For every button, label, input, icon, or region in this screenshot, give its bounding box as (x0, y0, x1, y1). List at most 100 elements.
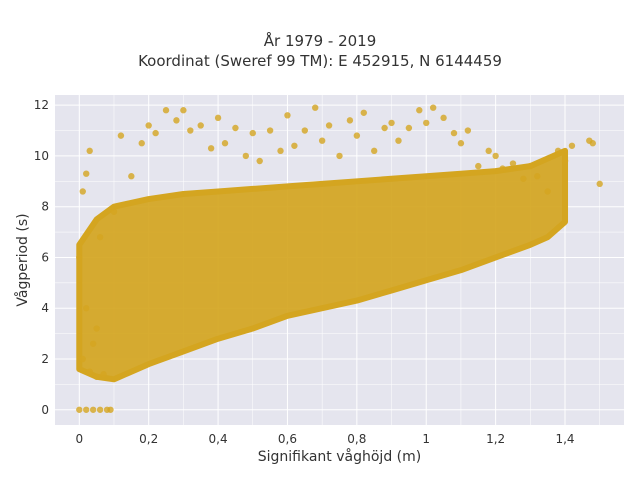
point-cloud (76, 147, 569, 383)
scatter-point (405, 124, 413, 132)
scatter-point (596, 180, 603, 188)
scatter-point (180, 107, 187, 114)
scatter-point (318, 137, 326, 144)
y-axis-ticks: 0 2 4 6 8 10 12 (34, 98, 49, 417)
scatter-point (76, 406, 83, 413)
scatter-point (499, 165, 506, 172)
scatter-point (107, 406, 114, 413)
x-tick-label: 1,4 (555, 432, 574, 446)
scatter-point (145, 122, 152, 129)
scatter-point (173, 117, 180, 124)
scatter-point (336, 152, 343, 160)
scatter-point (214, 114, 222, 122)
x-tick-label: 0 (75, 432, 83, 446)
scatter-point (440, 114, 447, 122)
scatter-point (301, 127, 309, 134)
scatter-point (83, 305, 90, 312)
scatter-point (207, 145, 215, 152)
scatter-point (450, 129, 458, 137)
scatter-point (520, 175, 527, 182)
scatter-point (416, 107, 423, 114)
scatter-point (381, 124, 388, 132)
scatter-point (96, 406, 104, 413)
scatter-point (464, 127, 472, 134)
scatter-point (429, 104, 437, 111)
scatter-point (89, 406, 97, 413)
scatter-point (256, 157, 263, 165)
scatter-point (360, 109, 367, 116)
scatter-point (312, 104, 319, 111)
scatter-point (187, 127, 194, 134)
scatter-point (110, 208, 118, 215)
scatter-point (388, 119, 395, 127)
scatter-point (86, 147, 93, 155)
scatter-point (370, 147, 378, 155)
scatter-point (325, 122, 333, 129)
scatter-point (79, 188, 86, 195)
scatter-point (83, 170, 90, 177)
chart-title-line2: Koordinat (Sweref 99 TM): E 452915, N 61… (138, 52, 502, 70)
scatter-point (93, 325, 100, 332)
x-tick-label: 1,2 (486, 432, 505, 446)
y-tick-label: 10 (34, 149, 49, 163)
y-tick-label: 0 (41, 403, 49, 417)
scatter-point (485, 147, 492, 155)
scatter-point (83, 406, 90, 413)
scatter-point (152, 129, 159, 137)
scatter-point (232, 124, 239, 132)
scatter-point (96, 233, 104, 241)
scatter-point (561, 157, 569, 165)
y-tick-label: 4 (41, 301, 49, 315)
scatter-point (423, 119, 430, 127)
y-tick-label: 12 (34, 98, 49, 112)
scatter-point (117, 132, 125, 139)
x-tick-label: 0,8 (347, 432, 366, 446)
scatter-point (79, 355, 86, 363)
scatter-point (492, 152, 499, 160)
scatter-point (568, 142, 576, 149)
scatter-point (266, 127, 274, 134)
x-axis-ticks: 0 0,2 0,4 0,6 0,8 1 1,2 1,4 (75, 432, 574, 446)
y-tick-label: 8 (41, 200, 49, 214)
scatter-point (589, 140, 596, 147)
scatter-point (128, 173, 135, 180)
scatter-point (76, 254, 83, 261)
x-tick-label: 0,2 (139, 432, 158, 446)
scatter-point (249, 129, 256, 137)
scatter-point (291, 142, 298, 149)
scatter-point (509, 160, 517, 167)
scatter-point (162, 107, 170, 114)
chart-title-line1: År 1979 - 2019 (263, 32, 377, 50)
scatter-point (197, 122, 204, 129)
scatter-point (242, 152, 250, 160)
y-axis-title: Vågperiod (s) (14, 213, 31, 306)
chart-title: År 1979 - 2019 Koordinat (Sweref 99 TM):… (0, 31, 640, 71)
scatter-point (346, 117, 354, 124)
scatter-point (544, 188, 551, 195)
point-cloud-area (76, 147, 569, 383)
scatter-point (353, 132, 361, 139)
scatter-point (395, 137, 402, 144)
scatter-points (76, 104, 603, 413)
scatter-point (457, 140, 465, 147)
scatter-point (534, 173, 541, 180)
scatter-point (221, 140, 229, 147)
scatter-point (86, 368, 93, 375)
scatter-point (89, 340, 97, 347)
scatter-point (93, 373, 100, 380)
scatter-point (284, 112, 291, 119)
scatter-point (554, 147, 562, 155)
x-axis-title: Signifikant våghöjd (m) (258, 448, 421, 465)
x-tick-label: 0,6 (278, 432, 297, 446)
scatter-point (100, 371, 107, 378)
x-tick-label: 0,4 (209, 432, 228, 446)
y-tick-label: 2 (41, 352, 49, 366)
scatter-point (527, 162, 534, 170)
y-tick-label: 6 (41, 250, 49, 264)
scatter-point (277, 147, 284, 155)
x-tick-label: 1 (422, 432, 430, 446)
scatter-point (475, 162, 482, 170)
scatter-point (138, 140, 145, 147)
